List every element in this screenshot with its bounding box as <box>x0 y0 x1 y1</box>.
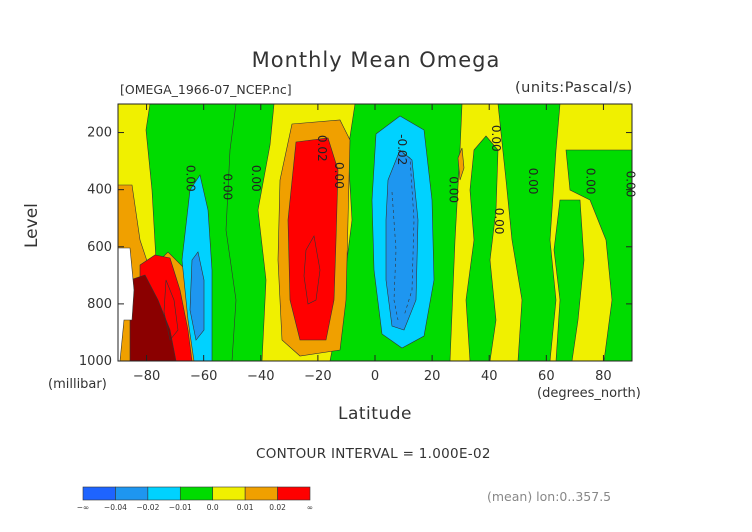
colorbar-label: −∞ <box>77 503 90 512</box>
x-tick-label: 20 <box>424 369 441 384</box>
missing-data-block <box>118 247 135 361</box>
inner-contour-antarctic <box>163 279 179 341</box>
x-tick-label: −20 <box>304 369 331 384</box>
x-tick-label: 60 <box>538 369 555 384</box>
green-region-band-1 <box>225 104 275 361</box>
y-axis: 200 400 600 800 1000 <box>79 126 632 369</box>
colorbar-bin <box>277 486 311 501</box>
y-axis-label: Level <box>22 203 42 248</box>
x-tick-label: −40 <box>247 369 274 384</box>
colorbar-label: 0.02 <box>269 503 286 512</box>
colorbar-bin <box>179 486 214 501</box>
blue-region-south <box>189 251 205 341</box>
file-name-label: [OMEGA_1966-07_NCEP.nc] <box>120 82 292 97</box>
contour-labels: 0.00 0.00 0.000.020.00-0.020.000.000.000.0… <box>184 125 638 235</box>
contour-label: 0.00 <box>526 168 540 195</box>
y-tick-label: 200 <box>87 126 112 141</box>
chart-title: Monthly Mean Omega <box>251 48 501 72</box>
contour-label: 0.00 <box>623 171 637 198</box>
colorbar-label: −0.01 <box>169 503 192 512</box>
colorbar-label: 0.0 <box>207 503 219 512</box>
x-tick-label: −60 <box>190 369 217 384</box>
colorbar: −∞ −0.04 −0.02 −0.01 0.0 0.01 0.02 ∞ <box>77 486 313 512</box>
inner-contour-red <box>303 235 321 305</box>
contour-label: 0.00 <box>184 165 198 192</box>
x-axis-label: Latitude <box>338 404 412 424</box>
colorbar-label: 0.01 <box>237 503 254 512</box>
contour-label: 0.00 <box>583 168 597 195</box>
green-region-north-2 <box>497 104 561 361</box>
darkred-core-antarctic <box>129 274 177 361</box>
x-axis: −80 −60 −40 −20 0 20 40 60 80 <box>133 104 612 384</box>
colorbar-bin <box>147 486 181 501</box>
contour-label: 0.00 <box>446 176 460 203</box>
contour-label: 0.02 <box>315 135 329 162</box>
red-region-subtropics-south <box>287 137 339 341</box>
colorbar-label: ∞ <box>307 503 313 512</box>
contour-label: 0.00 <box>492 208 506 235</box>
y-tick-label: 1000 <box>79 354 112 369</box>
x-tick-label: 0 <box>371 369 379 384</box>
blue-region-equatorial <box>385 149 419 331</box>
colorbar-bin <box>82 486 116 501</box>
x-tick-label: 80 <box>595 369 612 384</box>
averaging-note: (mean) lon:0..357.5 <box>487 489 612 504</box>
y-tick-label: 600 <box>87 240 112 255</box>
colorbar-bin <box>212 486 246 501</box>
y-tick-label: 400 <box>87 183 112 198</box>
green-region-north-1 <box>465 135 499 361</box>
colorbar-bin <box>115 486 149 501</box>
y-tick-label: 800 <box>87 297 112 312</box>
contour-label: -0.02 <box>395 134 409 165</box>
small-orange-north <box>457 147 465 181</box>
colorbar-bin <box>244 486 278 501</box>
colorbar-label: −0.02 <box>136 503 159 512</box>
contour-interval-note: CONTOUR INTERVAL = 1.000E-02 <box>256 446 491 462</box>
x-tick-label: −80 <box>133 369 160 384</box>
green-region-north-3 <box>565 149 632 361</box>
x-axis-unit: (degrees_north) <box>537 386 641 401</box>
units-label: (units:Pascal/s) <box>515 80 633 96</box>
contour-fields <box>118 104 632 361</box>
contour-label: 0.00 <box>221 173 235 200</box>
green-region-north-4 <box>553 199 585 361</box>
contour-label: 0.00 <box>249 165 263 192</box>
contour-label: 0.00 <box>489 125 503 152</box>
x-tick-label: 40 <box>481 369 498 384</box>
contour-label: 0.00 <box>332 162 346 189</box>
y-axis-unit: (millibar) <box>48 377 107 392</box>
colorbar-label: −0.04 <box>104 503 127 512</box>
